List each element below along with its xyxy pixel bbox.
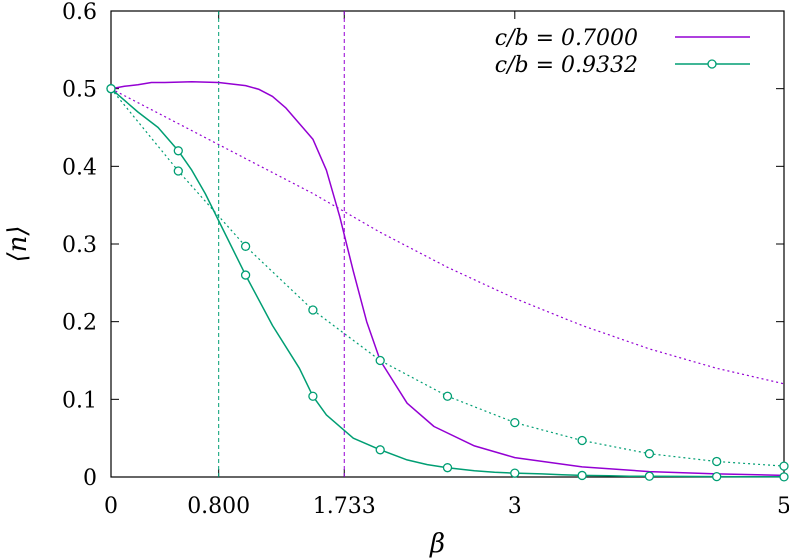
y-tick-label: 0.5 bbox=[62, 78, 97, 103]
data-point bbox=[510, 468, 520, 478]
data-point bbox=[712, 471, 722, 482]
data-point bbox=[510, 417, 520, 428]
x-tick-label: 3 bbox=[508, 494, 522, 519]
series-line bbox=[110, 88, 784, 478]
data-point bbox=[712, 456, 722, 467]
x-tick-label: 1.733 bbox=[313, 494, 376, 519]
data-point bbox=[308, 305, 318, 315]
data-point bbox=[240, 270, 251, 280]
data-point bbox=[644, 471, 655, 481]
data-point bbox=[173, 166, 183, 176]
x-tick-label: 5 bbox=[777, 494, 789, 519]
x-tick-label: 0.800 bbox=[187, 494, 250, 519]
data-point bbox=[577, 435, 587, 446]
y-tick-label: 0.2 bbox=[62, 311, 97, 336]
x-axis-label: β bbox=[429, 529, 445, 559]
data-point bbox=[577, 470, 587, 481]
data-point bbox=[173, 146, 183, 156]
data-point bbox=[779, 472, 789, 482]
data-point bbox=[106, 84, 116, 94]
legend-label: c/b = 0.9332 bbox=[495, 53, 638, 78]
series-line bbox=[110, 80, 785, 477]
y-tick-label: 0.6 bbox=[62, 0, 97, 25]
y-tick-label: 0.1 bbox=[62, 388, 97, 413]
data-point bbox=[644, 449, 655, 459]
y-tick-label: 0.4 bbox=[62, 155, 97, 180]
data-point bbox=[442, 463, 453, 473]
y-tick-label: 0.3 bbox=[62, 233, 97, 258]
series-line-dotted bbox=[110, 88, 785, 385]
data-point bbox=[240, 241, 251, 251]
y-axis-label: ⟨n⟩ bbox=[3, 225, 33, 262]
data-point bbox=[779, 461, 789, 471]
series-line-dotted bbox=[110, 88, 785, 467]
y-tick-label: 0 bbox=[83, 466, 97, 491]
plot-frame bbox=[110, 10, 785, 478]
data-point bbox=[308, 391, 318, 401]
legend-label: c/b = 0.7000 bbox=[495, 26, 638, 51]
data-point bbox=[375, 445, 385, 455]
x-tick-label: 0 bbox=[104, 494, 118, 519]
data-point bbox=[375, 355, 385, 366]
legend-swatch-marker bbox=[707, 59, 717, 69]
data-point bbox=[442, 391, 453, 401]
